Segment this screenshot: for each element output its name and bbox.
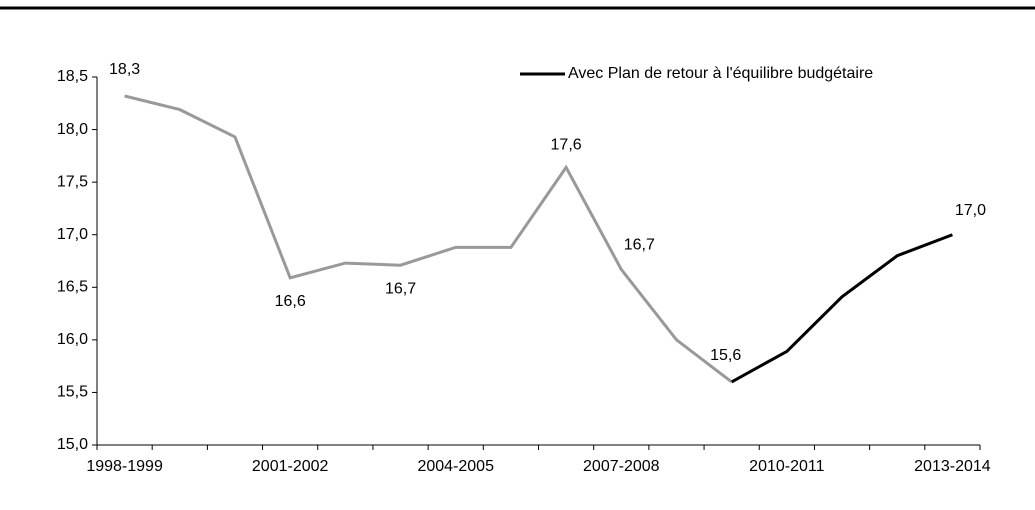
y-tick-label: 18,0 bbox=[57, 121, 88, 138]
data-label: 16,7 bbox=[624, 237, 655, 254]
data-label: 15,6 bbox=[710, 347, 741, 364]
series-line bbox=[124, 94, 733, 384]
x-tick-label: 2007-2008 bbox=[583, 458, 660, 475]
data-label: 16,6 bbox=[275, 293, 306, 310]
y-tick-label: 16,5 bbox=[57, 279, 88, 296]
y-tick-label: 17,5 bbox=[57, 173, 88, 190]
data-label: 18,3 bbox=[109, 61, 140, 78]
x-tick-label: 2013-2014 bbox=[914, 458, 991, 475]
series-line bbox=[730, 233, 953, 384]
data-label: 17,6 bbox=[551, 137, 582, 154]
y-tick-label: 17,0 bbox=[57, 226, 88, 243]
data-label: 17,0 bbox=[955, 202, 986, 219]
y-tick-label: 16,0 bbox=[57, 331, 88, 348]
x-tick-label: 2004-2005 bbox=[417, 458, 494, 475]
legend-label: Avec Plan de retour à l'équilibre budgét… bbox=[568, 65, 873, 82]
x-tick-label: 2010-2011 bbox=[749, 458, 824, 475]
data-label: 16,7 bbox=[385, 280, 416, 297]
y-tick-label: 15,5 bbox=[57, 384, 88, 401]
y-tick-label: 15,0 bbox=[57, 436, 88, 453]
x-tick-label: 2001-2002 bbox=[252, 458, 329, 475]
y-tick-label: 18,5 bbox=[57, 68, 88, 85]
x-tick-label: 1998-1999 bbox=[86, 458, 163, 475]
